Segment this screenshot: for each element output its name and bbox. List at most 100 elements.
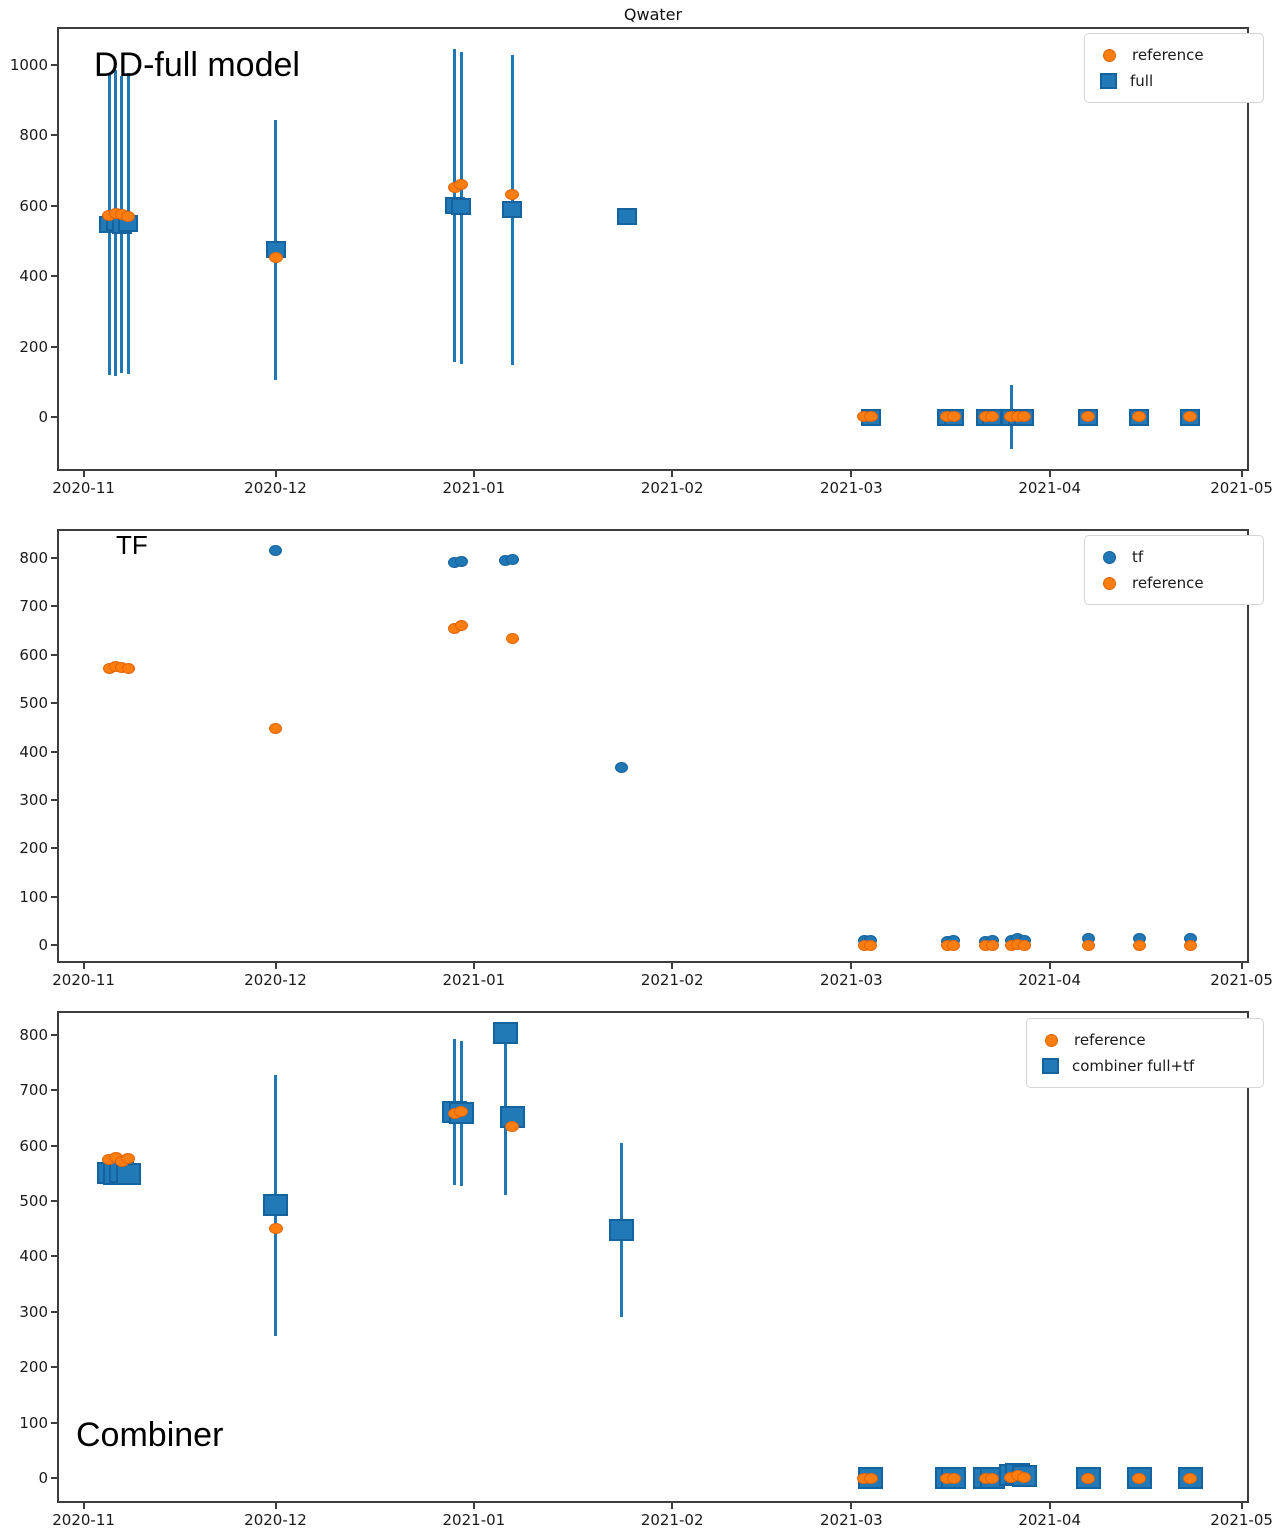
x-tick-mark [472, 471, 475, 477]
x-tick-label: 2021-04 [1018, 1511, 1081, 1529]
y-tick-mark [51, 895, 58, 898]
legend-label: tf [1132, 548, 1144, 566]
y-tick-label: 200 [19, 839, 48, 858]
y-tick-label: 200 [19, 337, 48, 356]
x-tick-label: 2020-11 [52, 971, 115, 989]
y-tick-mark [51, 204, 58, 207]
y-tick-label: 700 [19, 597, 48, 616]
x-tick-label: 2021-02 [640, 1511, 704, 1529]
x-tick-label: 2021-04 [1018, 971, 1081, 989]
data-point-reference [1132, 410, 1147, 422]
legend-circle-marker-icon [1045, 1033, 1058, 1047]
y-tick-mark [51, 750, 58, 753]
x-tick-label: 2021-05 [1210, 1511, 1273, 1529]
x-tick-label: 2020-11 [52, 1511, 115, 1529]
x-tick-mark [671, 1503, 674, 1509]
subplot-annotation-combiner: Combiner [76, 1416, 224, 1454]
x-tick-mark [850, 471, 853, 477]
legend-square-marker-icon [1100, 73, 1117, 89]
y-tick-label: 0 [38, 408, 48, 427]
legend-square-marker-icon [1042, 1058, 1059, 1074]
data-point-reference [1132, 939, 1146, 951]
y-tick-mark [51, 345, 58, 348]
x-tick-mark [82, 963, 85, 969]
data-point-tf [454, 555, 468, 567]
y-tick-mark [51, 416, 58, 419]
x-tick-label: 2021-05 [1210, 971, 1273, 989]
data-point-full [617, 207, 638, 225]
data-point-reference [454, 619, 468, 631]
y-tick-label: 800 [19, 1025, 48, 1044]
x-tick-mark [1048, 471, 1051, 477]
x-tick-mark [472, 963, 475, 969]
y-tick-mark [51, 798, 58, 801]
y-tick-mark [51, 63, 58, 66]
legend-entry: reference [1037, 1027, 1251, 1053]
y-tick-mark [51, 275, 58, 278]
y-tick-label: 800 [19, 549, 48, 568]
data-point-reference [985, 939, 999, 951]
x-tick-mark [1048, 1503, 1051, 1509]
y-tick-mark [51, 557, 58, 560]
data-point-tf [614, 762, 628, 774]
x-tick-label: 2020-12 [244, 479, 307, 497]
y-tick-label: 100 [19, 1413, 48, 1432]
y-tick-label: 400 [19, 267, 48, 286]
x-tick-label: 2021-03 [819, 479, 883, 497]
legend-entry: full [1095, 68, 1251, 94]
legend-label: reference [1132, 46, 1204, 64]
y-tick-mark [51, 847, 58, 850]
data-point-reference [985, 410, 1000, 422]
data-point-reference [454, 1105, 469, 1117]
data-point-reference [1081, 410, 1096, 422]
data-point-reference [1017, 939, 1031, 951]
x-tick-mark [472, 1503, 475, 1509]
y-tick-label: 300 [19, 1302, 48, 1321]
legend-circle-marker-icon [1103, 48, 1116, 62]
y-tick-label: 500 [19, 1192, 48, 1211]
data-point-combiner-full-tf [263, 1194, 289, 1217]
subplot-annotation-dd-full: DD-full model [94, 46, 300, 84]
y-tick-label: 700 [19, 1081, 48, 1100]
y-tick-mark [51, 1089, 58, 1092]
y-tick-mark [51, 1477, 58, 1480]
data-point-reference [121, 663, 135, 675]
y-tick-mark [51, 1200, 58, 1203]
data-point-combiner-full-tf [493, 1022, 519, 1045]
legend-label: reference [1074, 1031, 1146, 1049]
y-tick-mark [51, 653, 58, 656]
x-tick-mark [671, 471, 674, 477]
data-point-tf [269, 545, 283, 557]
data-point-reference [268, 1223, 283, 1235]
x-tick-label: 2021-01 [442, 971, 506, 989]
data-point-reference [505, 189, 520, 201]
y-tick-label: 300 [19, 790, 48, 809]
data-point-tf [505, 554, 519, 565]
subplot-dd-full-frame [57, 27, 1249, 471]
data-point-reference [864, 939, 878, 951]
data-point-reference [268, 252, 283, 264]
data-point-reference [863, 1472, 878, 1484]
legend-circle-marker-icon [1103, 550, 1116, 564]
x-tick-mark [850, 1503, 853, 1509]
y-tick-label: 500 [19, 694, 48, 713]
y-tick-label: 400 [19, 742, 48, 761]
data-point-reference [121, 210, 136, 222]
x-tick-label: 2020-12 [244, 971, 307, 989]
y-tick-label: 100 [19, 887, 48, 906]
y-tick-label: 200 [19, 1358, 48, 1377]
data-point-reference [1183, 939, 1197, 951]
data-point-reference [1183, 410, 1198, 422]
y-tick-mark [51, 1366, 58, 1369]
x-tick-mark [1240, 1503, 1243, 1509]
y-tick-mark [51, 134, 58, 137]
subplot-combiner-frame [57, 1011, 1249, 1503]
y-tick-mark [51, 1421, 58, 1424]
x-tick-label: 2021-01 [442, 1511, 506, 1529]
data-point-reference [1132, 1472, 1147, 1484]
x-tick-mark [671, 963, 674, 969]
data-point-reference [946, 410, 961, 422]
y-tick-label: 0 [38, 936, 48, 955]
legend-entry: reference [1095, 42, 1251, 68]
